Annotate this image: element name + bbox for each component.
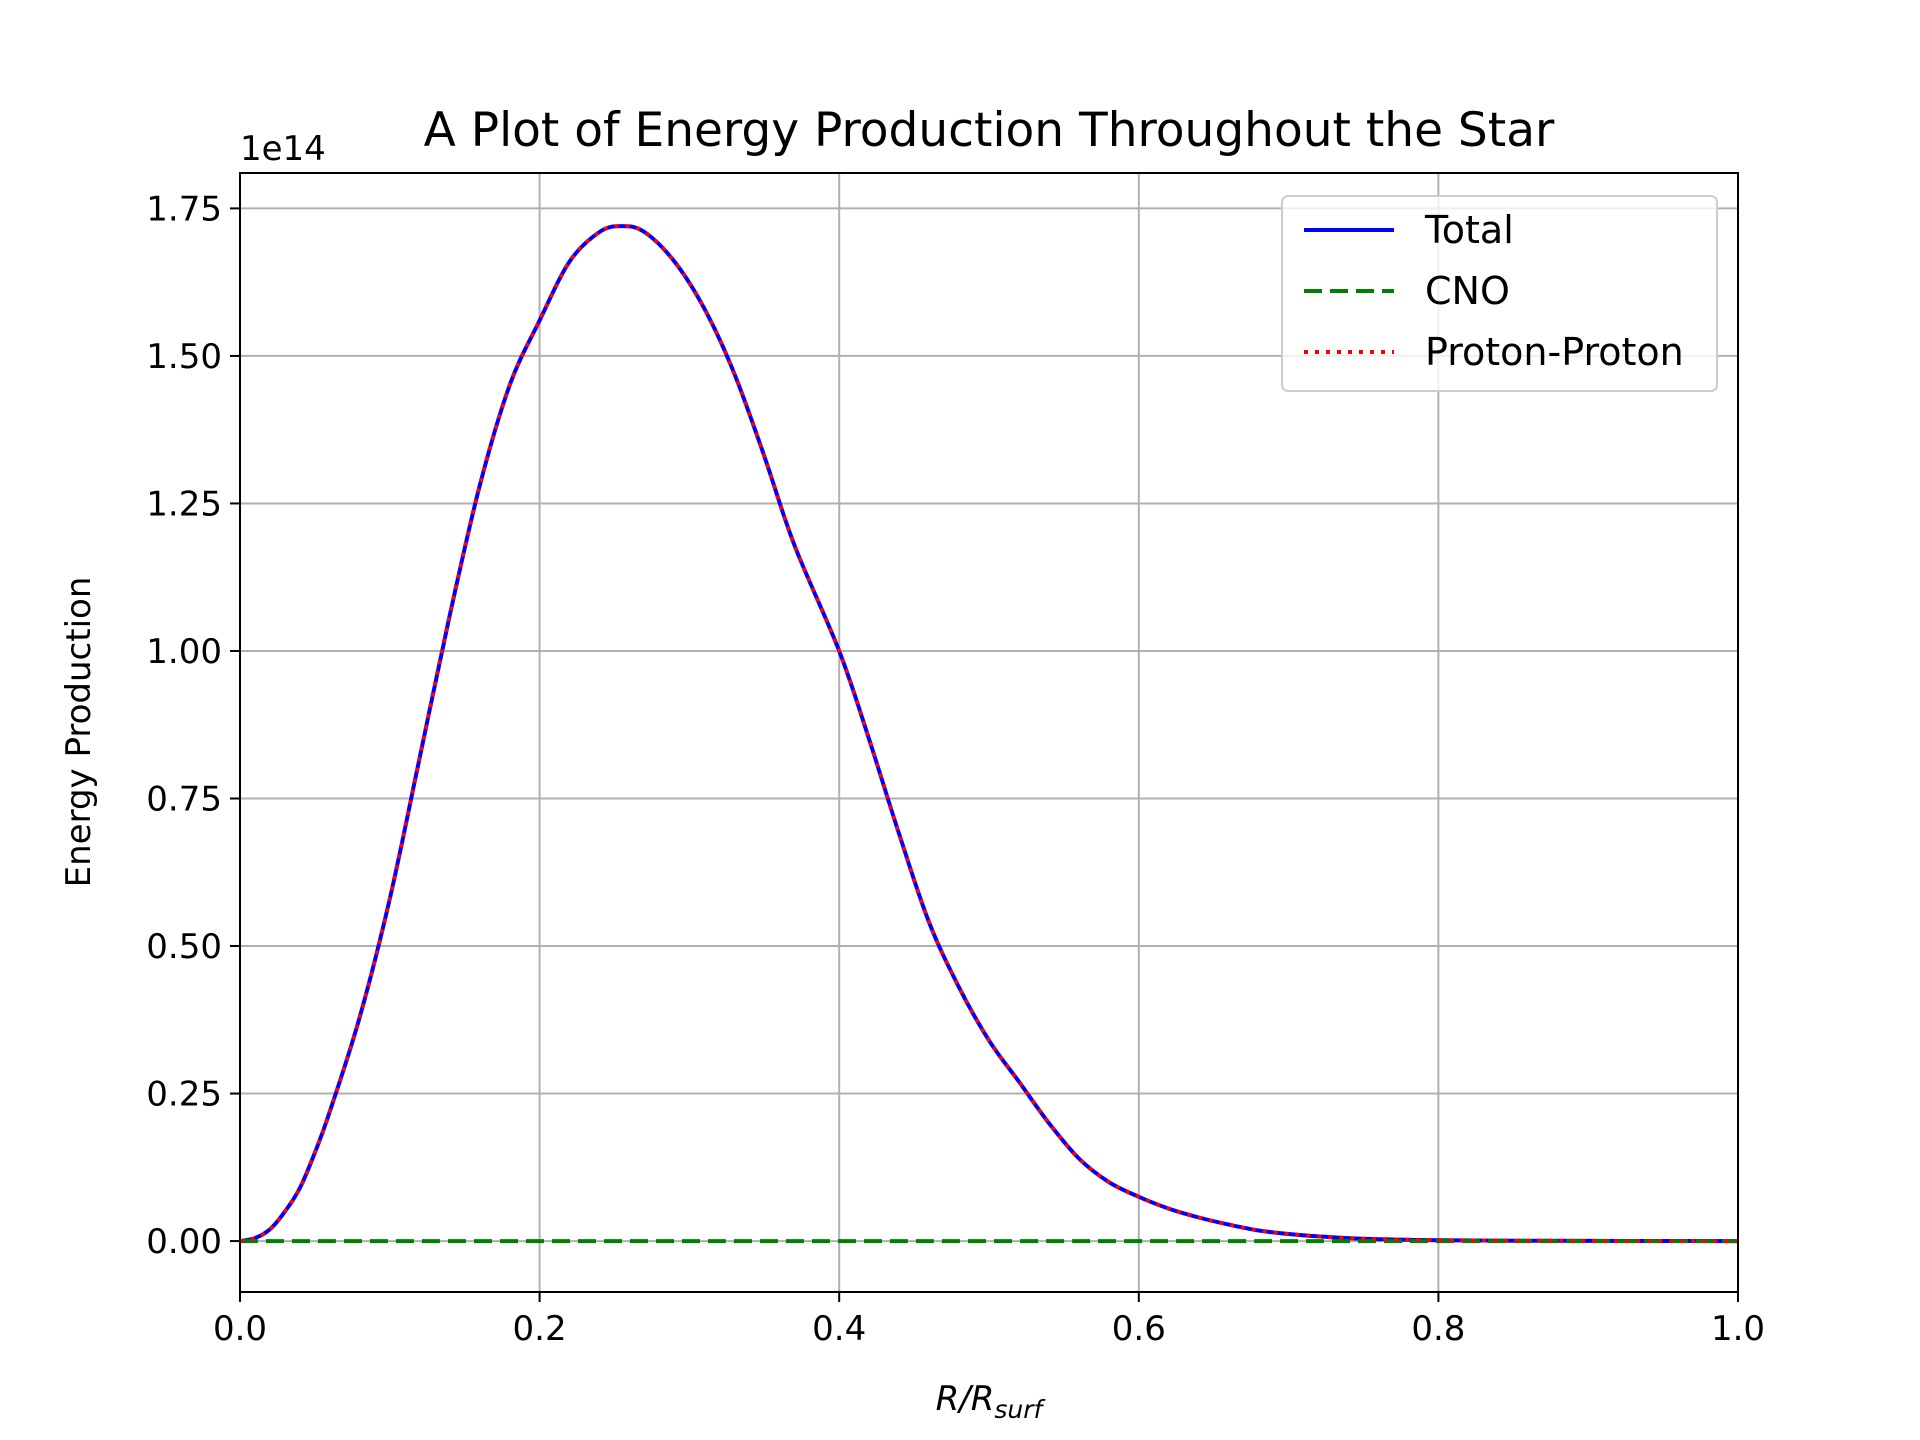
y-tick-label: 1.75: [146, 189, 222, 229]
x-tick-label: 1.0: [1711, 1309, 1765, 1349]
x-axis-label-subscript: surf: [994, 1395, 1045, 1424]
grid-lines: [239, 173, 1739, 1292]
y-tick-label: 0.75: [146, 780, 222, 820]
axis-ticks: 0.0 0.2 0.4 0.6 0.8 1.0 0.00 0.25 0.50 0.75 1.00 1.…: [146, 189, 1765, 1349]
legend-label: Total: [1424, 208, 1514, 252]
legend-label: CNO: [1425, 269, 1510, 313]
series-line-proton-proton: [239, 224, 1739, 1244]
x-tick-label: 0.0: [213, 1309, 267, 1349]
legend-items: Total CNO Proton-Proton: [1304, 208, 1684, 374]
y-tick-label: 1.50: [146, 337, 222, 377]
x-tick-label: 0.6: [1112, 1309, 1166, 1349]
y-offset-label: 1e14: [240, 129, 326, 169]
series-lines: [239, 224, 1739, 1244]
x-tick-label: 0.4: [812, 1309, 866, 1349]
y-tick-label: 1.25: [146, 484, 222, 524]
y-tick-label: 0.50: [146, 927, 222, 967]
y-axis-label: Energy Production: [59, 577, 99, 888]
legend-label: Proton-Proton: [1425, 330, 1684, 374]
plot-frame: [239, 172, 1739, 1293]
x-axis-label-main: R/R: [936, 1379, 995, 1419]
y-tick-label: 1.00: [146, 632, 222, 672]
x-axis-label: R/Rsurf: [936, 1379, 1046, 1424]
y-tick-label: 0.25: [146, 1075, 222, 1115]
legend-frame: [1281, 195, 1718, 392]
chart-title: A Plot of Energy Production Throughout t…: [424, 103, 1555, 158]
legend: Total CNO Proton-Proton: [1281, 195, 1718, 392]
x-tick-label: 0.2: [513, 1309, 567, 1349]
x-tick-label: 0.8: [1411, 1309, 1465, 1349]
y-tick-label: 0.00: [146, 1222, 222, 1262]
